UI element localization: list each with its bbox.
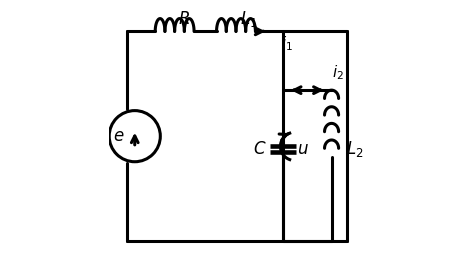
Text: $i_1$: $i_1$ bbox=[281, 35, 293, 53]
Text: C: C bbox=[253, 140, 264, 158]
Text: R: R bbox=[179, 10, 191, 27]
Text: $L_1$: $L_1$ bbox=[240, 8, 257, 29]
Text: e: e bbox=[113, 127, 123, 145]
Text: $i_2$: $i_2$ bbox=[332, 63, 344, 82]
Text: $L_2$: $L_2$ bbox=[346, 139, 364, 159]
Text: u: u bbox=[297, 140, 308, 158]
